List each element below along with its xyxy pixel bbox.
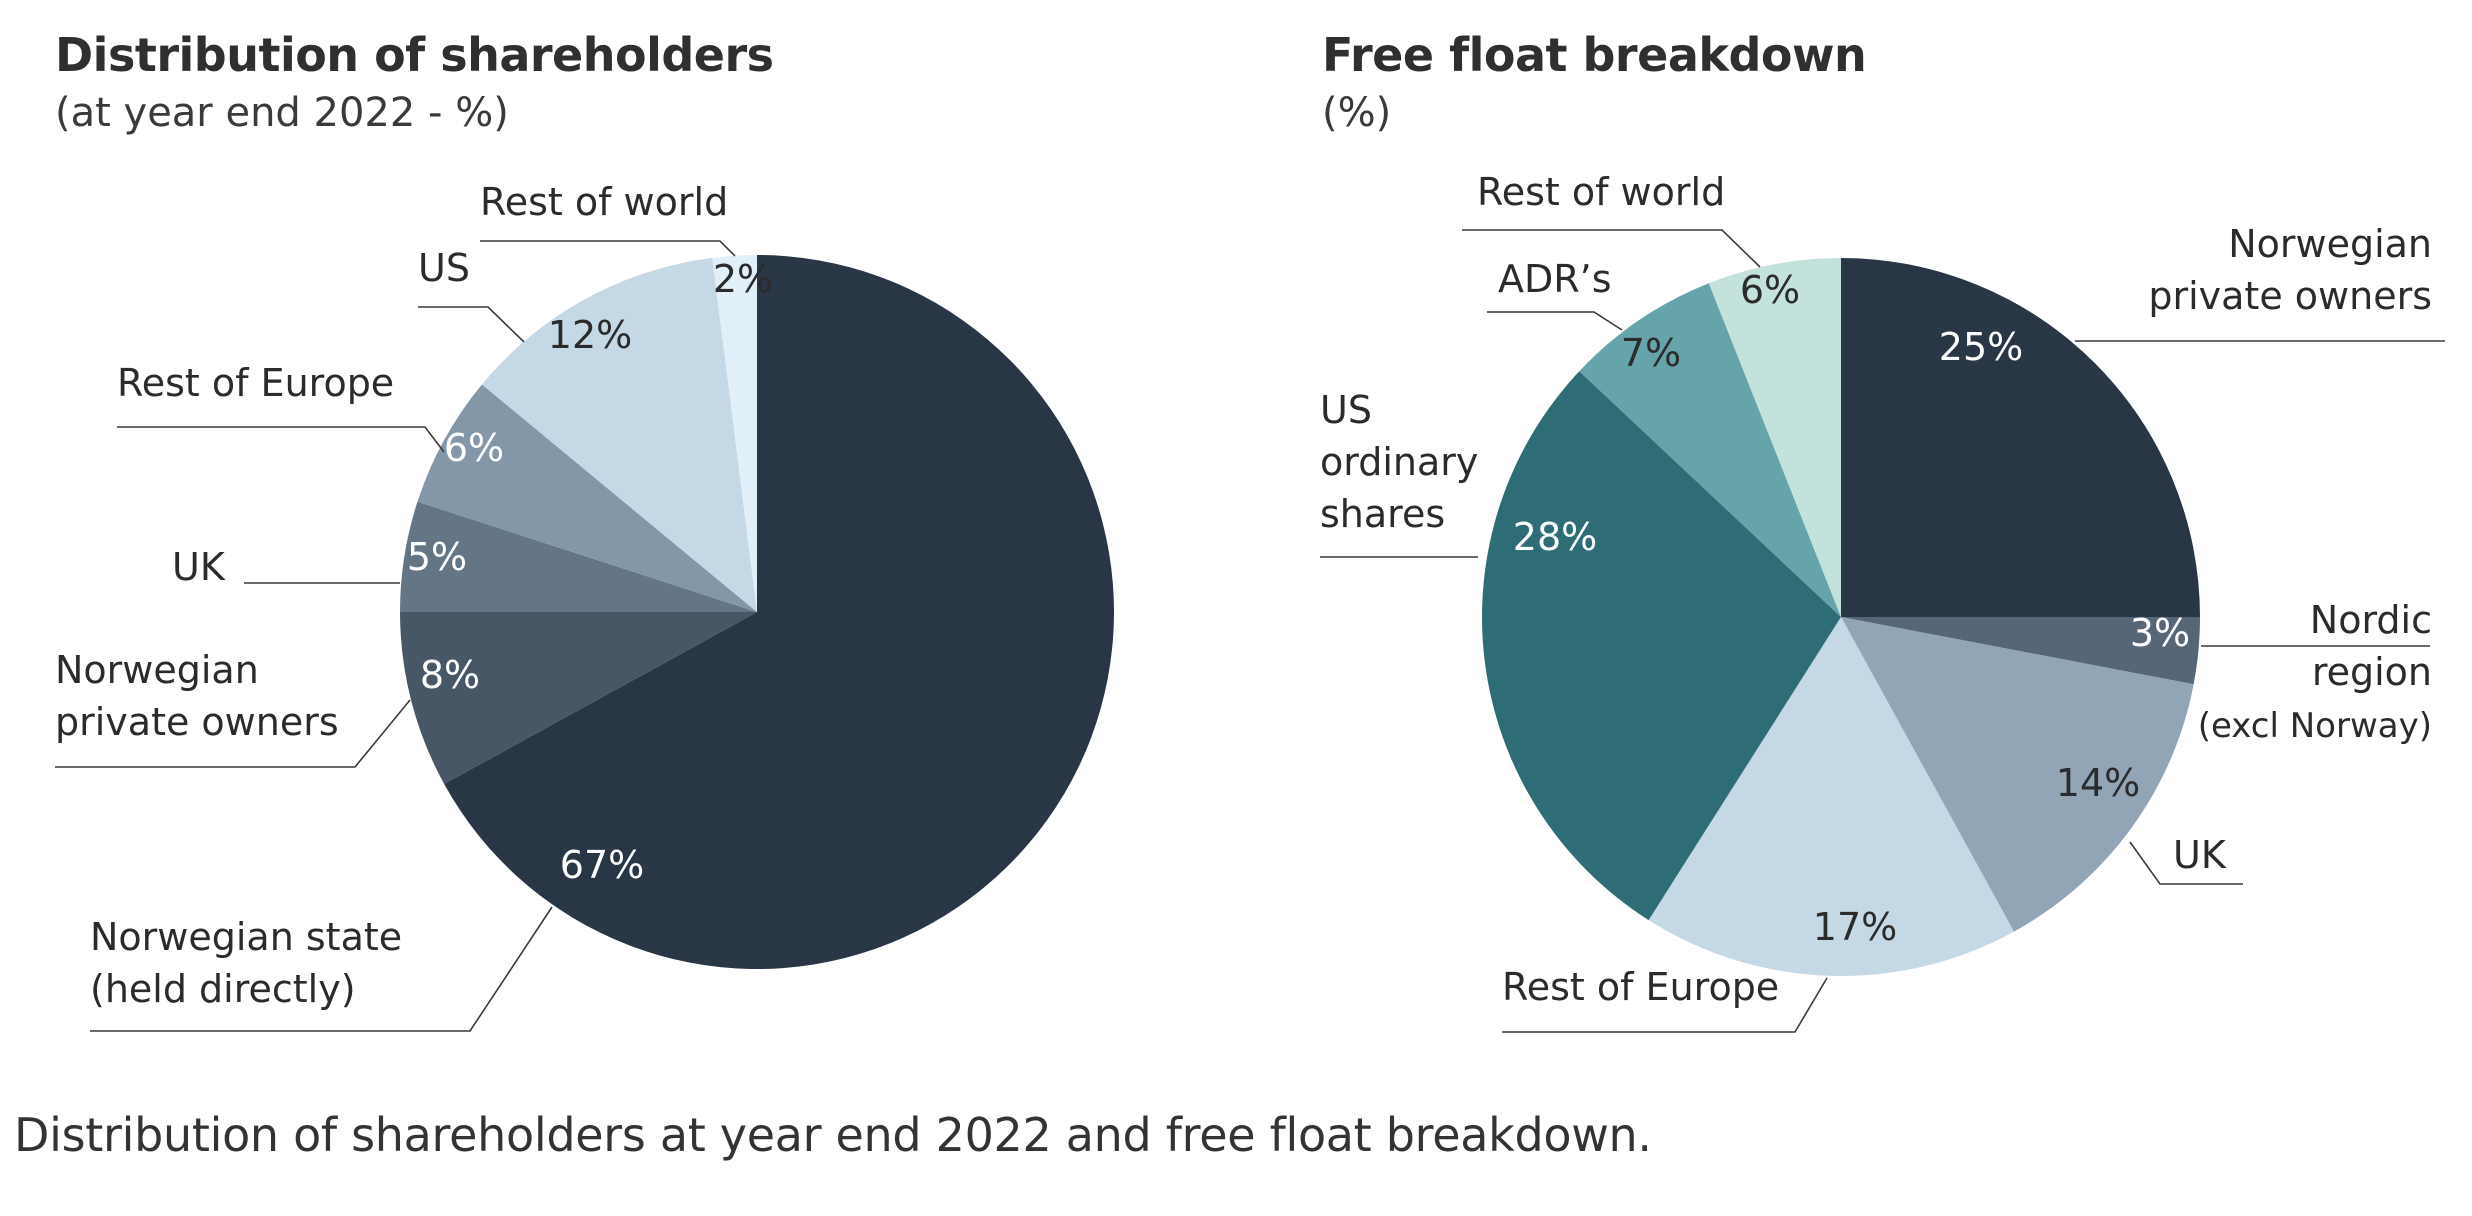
pie-1-category-label-2: private owners (55, 700, 339, 744)
pie-2-leader-line-4 (1502, 977, 1828, 1033)
pie-1-leader-line-6 (480, 240, 736, 257)
chart-1-title: Distribution of shareholders (55, 28, 774, 82)
pie-1-category-label-6: Rest of world (480, 180, 728, 224)
pie-2-leader-line-7 (1462, 229, 1761, 268)
pie-1-slice-2 (400, 612, 757, 784)
figure-caption: Distribution of shareholders at year end… (14, 1108, 1652, 1162)
pie-2-category-label-2: (excl Norway) (2198, 706, 2432, 746)
pie-2-slice-3 (1841, 617, 2194, 932)
pie-1-leader-line-5 (418, 306, 525, 343)
pie-1-slice-6 (712, 255, 757, 612)
pie-2-slice-4 (1648, 617, 2014, 976)
pie-1-value-label-2: 8% (420, 653, 480, 697)
pie-2-category-label-5: ordinary (1320, 440, 1478, 484)
pie-1-value-label-1: 67% (560, 843, 644, 887)
pie-2-category-label-4: Rest of Europe (1502, 965, 1779, 1009)
pie-2-category-label-2: region (2312, 650, 2432, 694)
pie-2-value-label-5: 28% (1513, 515, 1597, 559)
pie-1-category-label-5: US (418, 246, 470, 290)
pie-2-slice-6 (1579, 283, 1841, 617)
pie-1-slice-5 (481, 257, 757, 612)
pie-1-value-label-5: 12% (548, 313, 632, 357)
chart-2-title: Free float breakdown (1322, 28, 1867, 82)
pie-2-value-label-1: 25% (1939, 325, 2023, 369)
pie-2-value-label-7: 6% (1740, 268, 1800, 312)
pie-2-leader-line-6 (1487, 311, 1623, 331)
pie-2-category-label-3: UK (2173, 833, 2227, 877)
pie-1-category-label-4: Rest of Europe (117, 361, 394, 405)
pie-1-category-label-2: Norwegian (55, 648, 259, 692)
pie-1-category-label-1: (held directly) (90, 967, 356, 1011)
pie-1-value-label-3: 5% (407, 535, 467, 579)
pie-2-value-label-6: 7% (1621, 331, 1681, 375)
pie-2-slice-5 (1482, 371, 1841, 921)
pie-2-category-label-5: US (1320, 388, 1372, 432)
pie-1-value-label-6: 2% (713, 257, 773, 301)
pie-2-value-label-3: 14% (2056, 761, 2140, 805)
pie-2-value-label-4: 17% (1813, 905, 1897, 949)
chart-2-subtitle: (%) (1322, 90, 1392, 136)
pie-1-slice-4 (417, 384, 757, 612)
pie-2-category-label-2: Nordic (2310, 598, 2432, 642)
pie-1-leader-line-1 (90, 906, 553, 1032)
pie-1-category-label-3: UK (172, 545, 226, 589)
pie-1-leader-line-4 (117, 426, 445, 453)
pie-2-leader-line-3 (2129, 841, 2243, 885)
pie-2-category-label-7: Rest of world (1477, 170, 1725, 214)
pie-1-slice-3 (400, 501, 757, 612)
pie-2-value-label-2: 3% (2130, 611, 2190, 655)
chart-1-subtitle: (at year end 2022 - %) (55, 90, 509, 136)
pie-1-category-label-1: Norwegian state (90, 915, 402, 959)
pie-2-category-label-5: shares (1320, 492, 1445, 536)
pie-2-slice-1 (1841, 258, 2200, 617)
pie-2-category-label-1: private owners (2148, 274, 2432, 318)
pie-2-category-label-6: ADR’s (1498, 257, 1612, 301)
pie-1-value-label-4: 6% (444, 426, 504, 470)
pie-2-category-label-1: Norwegian (2228, 222, 2432, 266)
pie-1-leader-line-2 (55, 699, 411, 768)
pie-1-slice-1 (444, 255, 1114, 969)
pie-2-slice-2 (1841, 617, 2200, 685)
pie-2-slice-7 (1708, 258, 1841, 617)
